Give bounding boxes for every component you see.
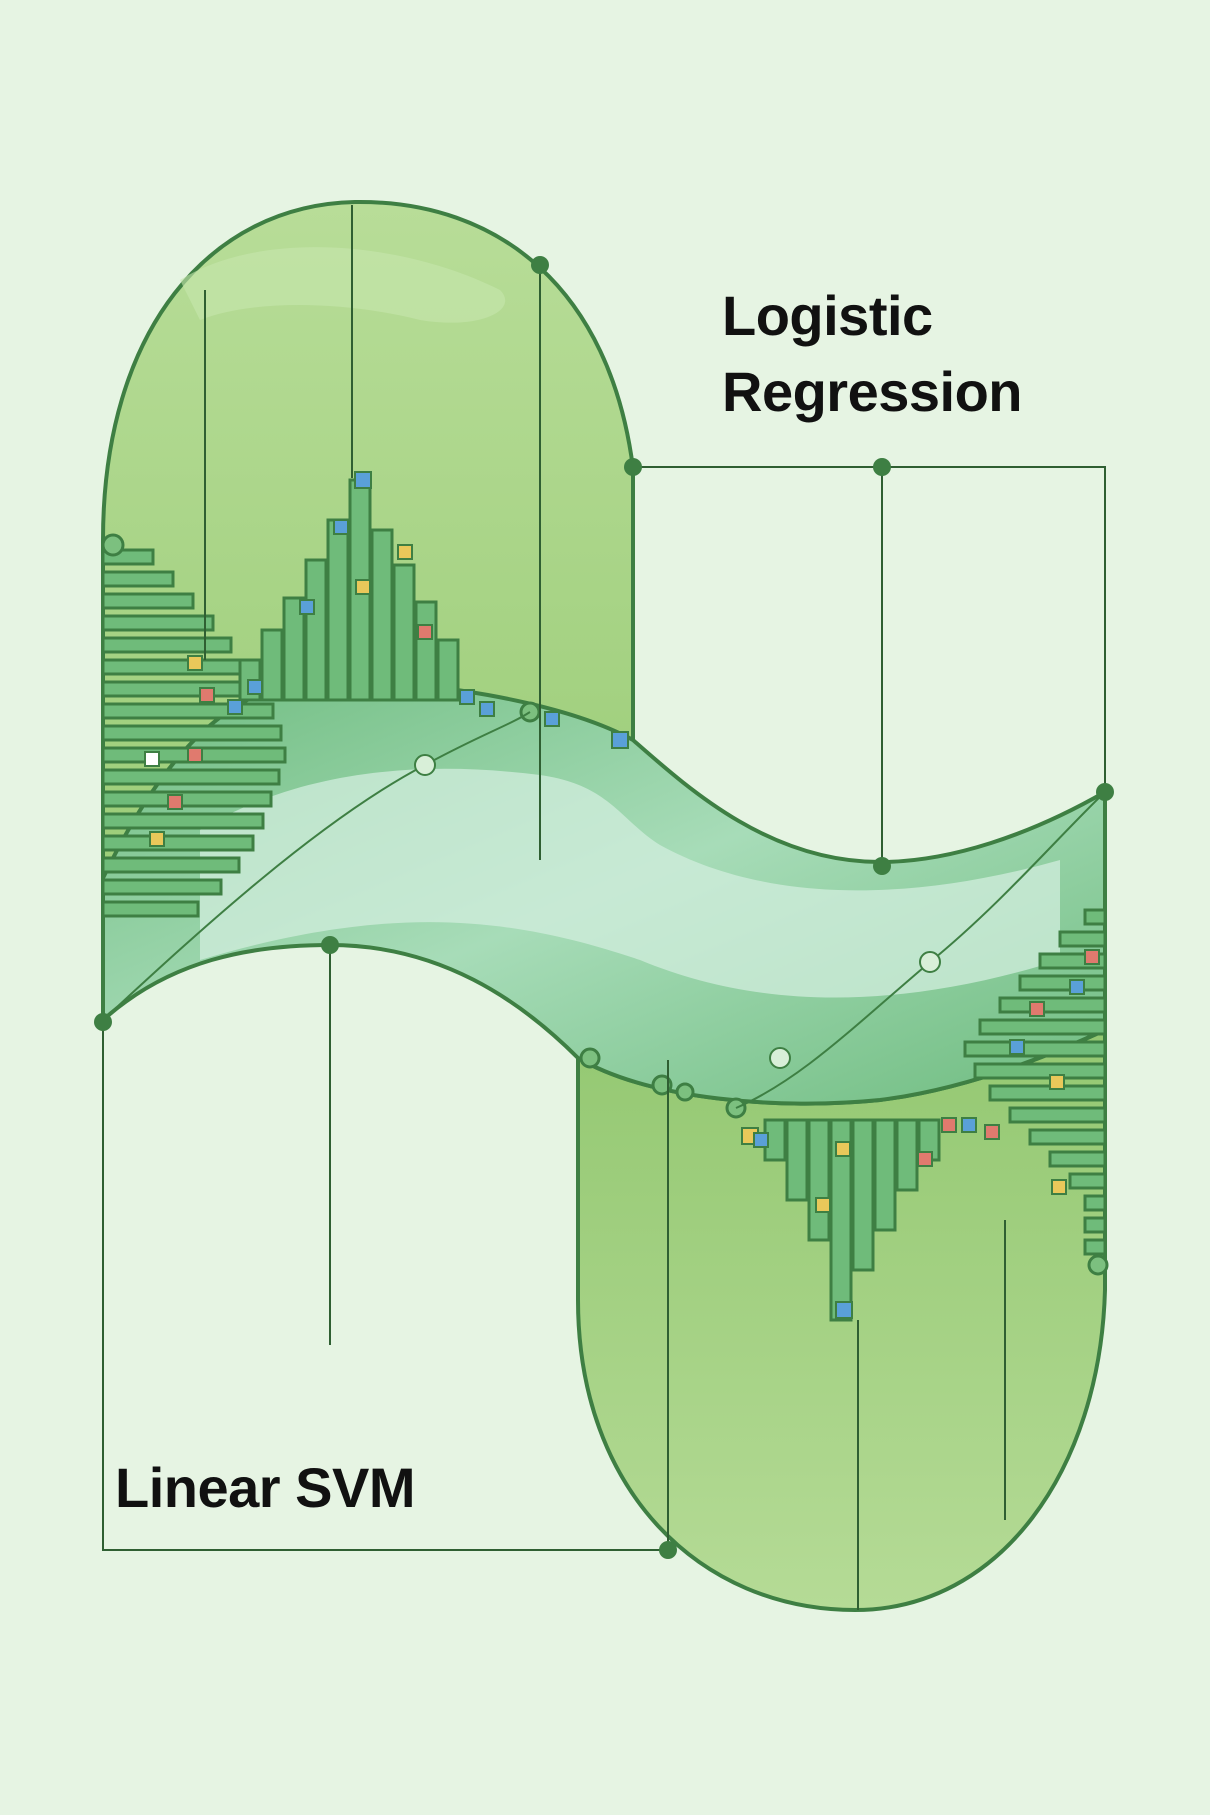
boundary-beads [519,701,747,1119]
logistic-regression-label: Logistic Regression [722,278,1023,430]
accent-markers [144,471,1100,1319]
callout-dots [94,256,1114,1559]
linear-svm-label: Linear SVM [115,1456,415,1519]
logistic-regression-label-line1: Logistic [722,284,933,347]
logistic-regression-label-line2: Regression [722,360,1023,423]
guide-lines [102,205,1106,1610]
trend-curve [102,711,531,1021]
